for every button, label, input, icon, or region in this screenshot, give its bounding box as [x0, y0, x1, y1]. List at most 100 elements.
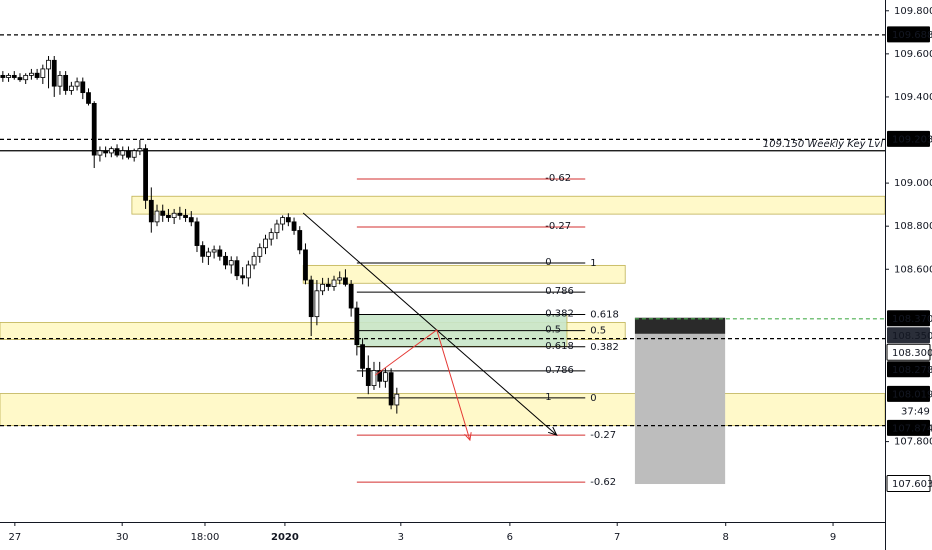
y-tick-label: 109.000 [894, 178, 932, 189]
price-label-box [886, 343, 931, 361]
y-tick-label: 109.400 [894, 92, 932, 103]
y-tick-label: 109.800 [894, 6, 932, 17]
x-tick-label: 9 [830, 532, 836, 543]
price-label: 108.350 [892, 331, 932, 342]
price-label: 109.203 [892, 134, 932, 145]
candle-body [171, 212, 177, 218]
candle-body [251, 255, 257, 266]
candle-body [200, 245, 206, 257]
candle-body [331, 279, 337, 287]
candle-body [377, 370, 383, 382]
fib-label: 0.5 [545, 325, 561, 336]
candle-body [348, 283, 354, 309]
candle-body [29, 72, 34, 76]
fib-label: 0 [590, 393, 596, 404]
candle-body [51, 59, 57, 87]
candle-body [354, 307, 360, 346]
candle-body [245, 264, 251, 279]
fib-label: 0.382 [545, 308, 574, 319]
time-axis-bg [0, 522, 885, 550]
price-label-box [887, 419, 930, 436]
candle-body [240, 275, 246, 279]
x-tick-label: 27 [8, 532, 21, 543]
candle-body [308, 279, 314, 318]
trend-line [302, 212, 558, 436]
candle-body [97, 150, 103, 156]
x-tick-label: 6 [507, 532, 513, 543]
y-tick-label: 108.600 [894, 264, 932, 275]
candle-body [320, 283, 325, 292]
price-label: 108.300 [892, 348, 932, 359]
candle-body [274, 223, 280, 234]
candle-body [154, 210, 160, 223]
candle-body [223, 255, 228, 266]
candle-body [137, 148, 143, 152]
price-label-box [887, 26, 930, 43]
fib-label: 0 [545, 257, 551, 268]
x-tick-label: 8 [723, 532, 729, 543]
candle-body [365, 367, 371, 386]
fib-label: -0.62 [590, 477, 616, 488]
candle-body [303, 249, 308, 281]
candle-body [263, 238, 268, 249]
candle-body [257, 247, 263, 257]
candle-body [0, 74, 6, 78]
y-tick-label: 107.800 [894, 437, 932, 448]
price-label: 109.688 [892, 30, 932, 41]
candle-body [268, 232, 274, 240]
price-label: 108.019 [892, 389, 932, 400]
candle-body [131, 150, 137, 158]
price-label-box [887, 385, 930, 402]
fib-label: 1 [545, 392, 551, 403]
zone [0, 393, 886, 427]
candle-body [360, 344, 365, 369]
candle-body [371, 370, 377, 386]
y-tick-label: 108.800 [894, 221, 932, 232]
candle-body [325, 283, 331, 287]
candle-body [34, 72, 40, 78]
price-label-box [887, 310, 930, 327]
fib-label: 0.5 [590, 326, 606, 337]
x-tick-label: 18:00 [191, 532, 220, 543]
fib-label: -0.27 [545, 221, 571, 232]
fib-label: 0.618 [545, 341, 574, 352]
position-target [634, 333, 726, 485]
candle-body [383, 372, 388, 382]
price-label-box [887, 327, 930, 344]
y-tick-label: 109.600 [894, 49, 932, 60]
candle-body [343, 277, 348, 285]
candle-body [103, 150, 109, 154]
arrow-head [464, 432, 472, 442]
candle-body [114, 148, 120, 156]
candle-body [183, 215, 188, 218]
candle-body [6, 74, 11, 78]
price-label-box [886, 475, 931, 493]
candle-body [57, 74, 63, 87]
countdown-box [887, 402, 930, 419]
position-stop [634, 317, 726, 334]
candle-body [23, 74, 29, 81]
countdown-label: 37:49 [901, 406, 930, 417]
candle-body [148, 199, 154, 223]
x-tick-label: 30 [116, 532, 129, 543]
candle-body [91, 102, 97, 156]
level-label: 109.150 Weekly Key Lvl [763, 139, 883, 150]
candle-body [314, 290, 320, 318]
projection-arrow [374, 329, 471, 441]
candle-body [211, 249, 217, 253]
x-tick-label: 7 [614, 532, 620, 543]
candle-body [228, 260, 234, 266]
price-label: 108.370 [892, 314, 932, 325]
arrow-head [547, 426, 558, 436]
price-label-box [887, 130, 930, 147]
fib-label: 0.786 [545, 365, 574, 376]
candle-body [40, 68, 46, 78]
candle-body [194, 221, 200, 246]
price-label: 107.603 [892, 479, 932, 490]
fib-label: -0.27 [590, 430, 616, 441]
candle-body [160, 210, 166, 216]
fib-label: 0.618 [590, 309, 619, 320]
candle-body [388, 372, 394, 406]
fib-label: 1 [590, 258, 596, 269]
